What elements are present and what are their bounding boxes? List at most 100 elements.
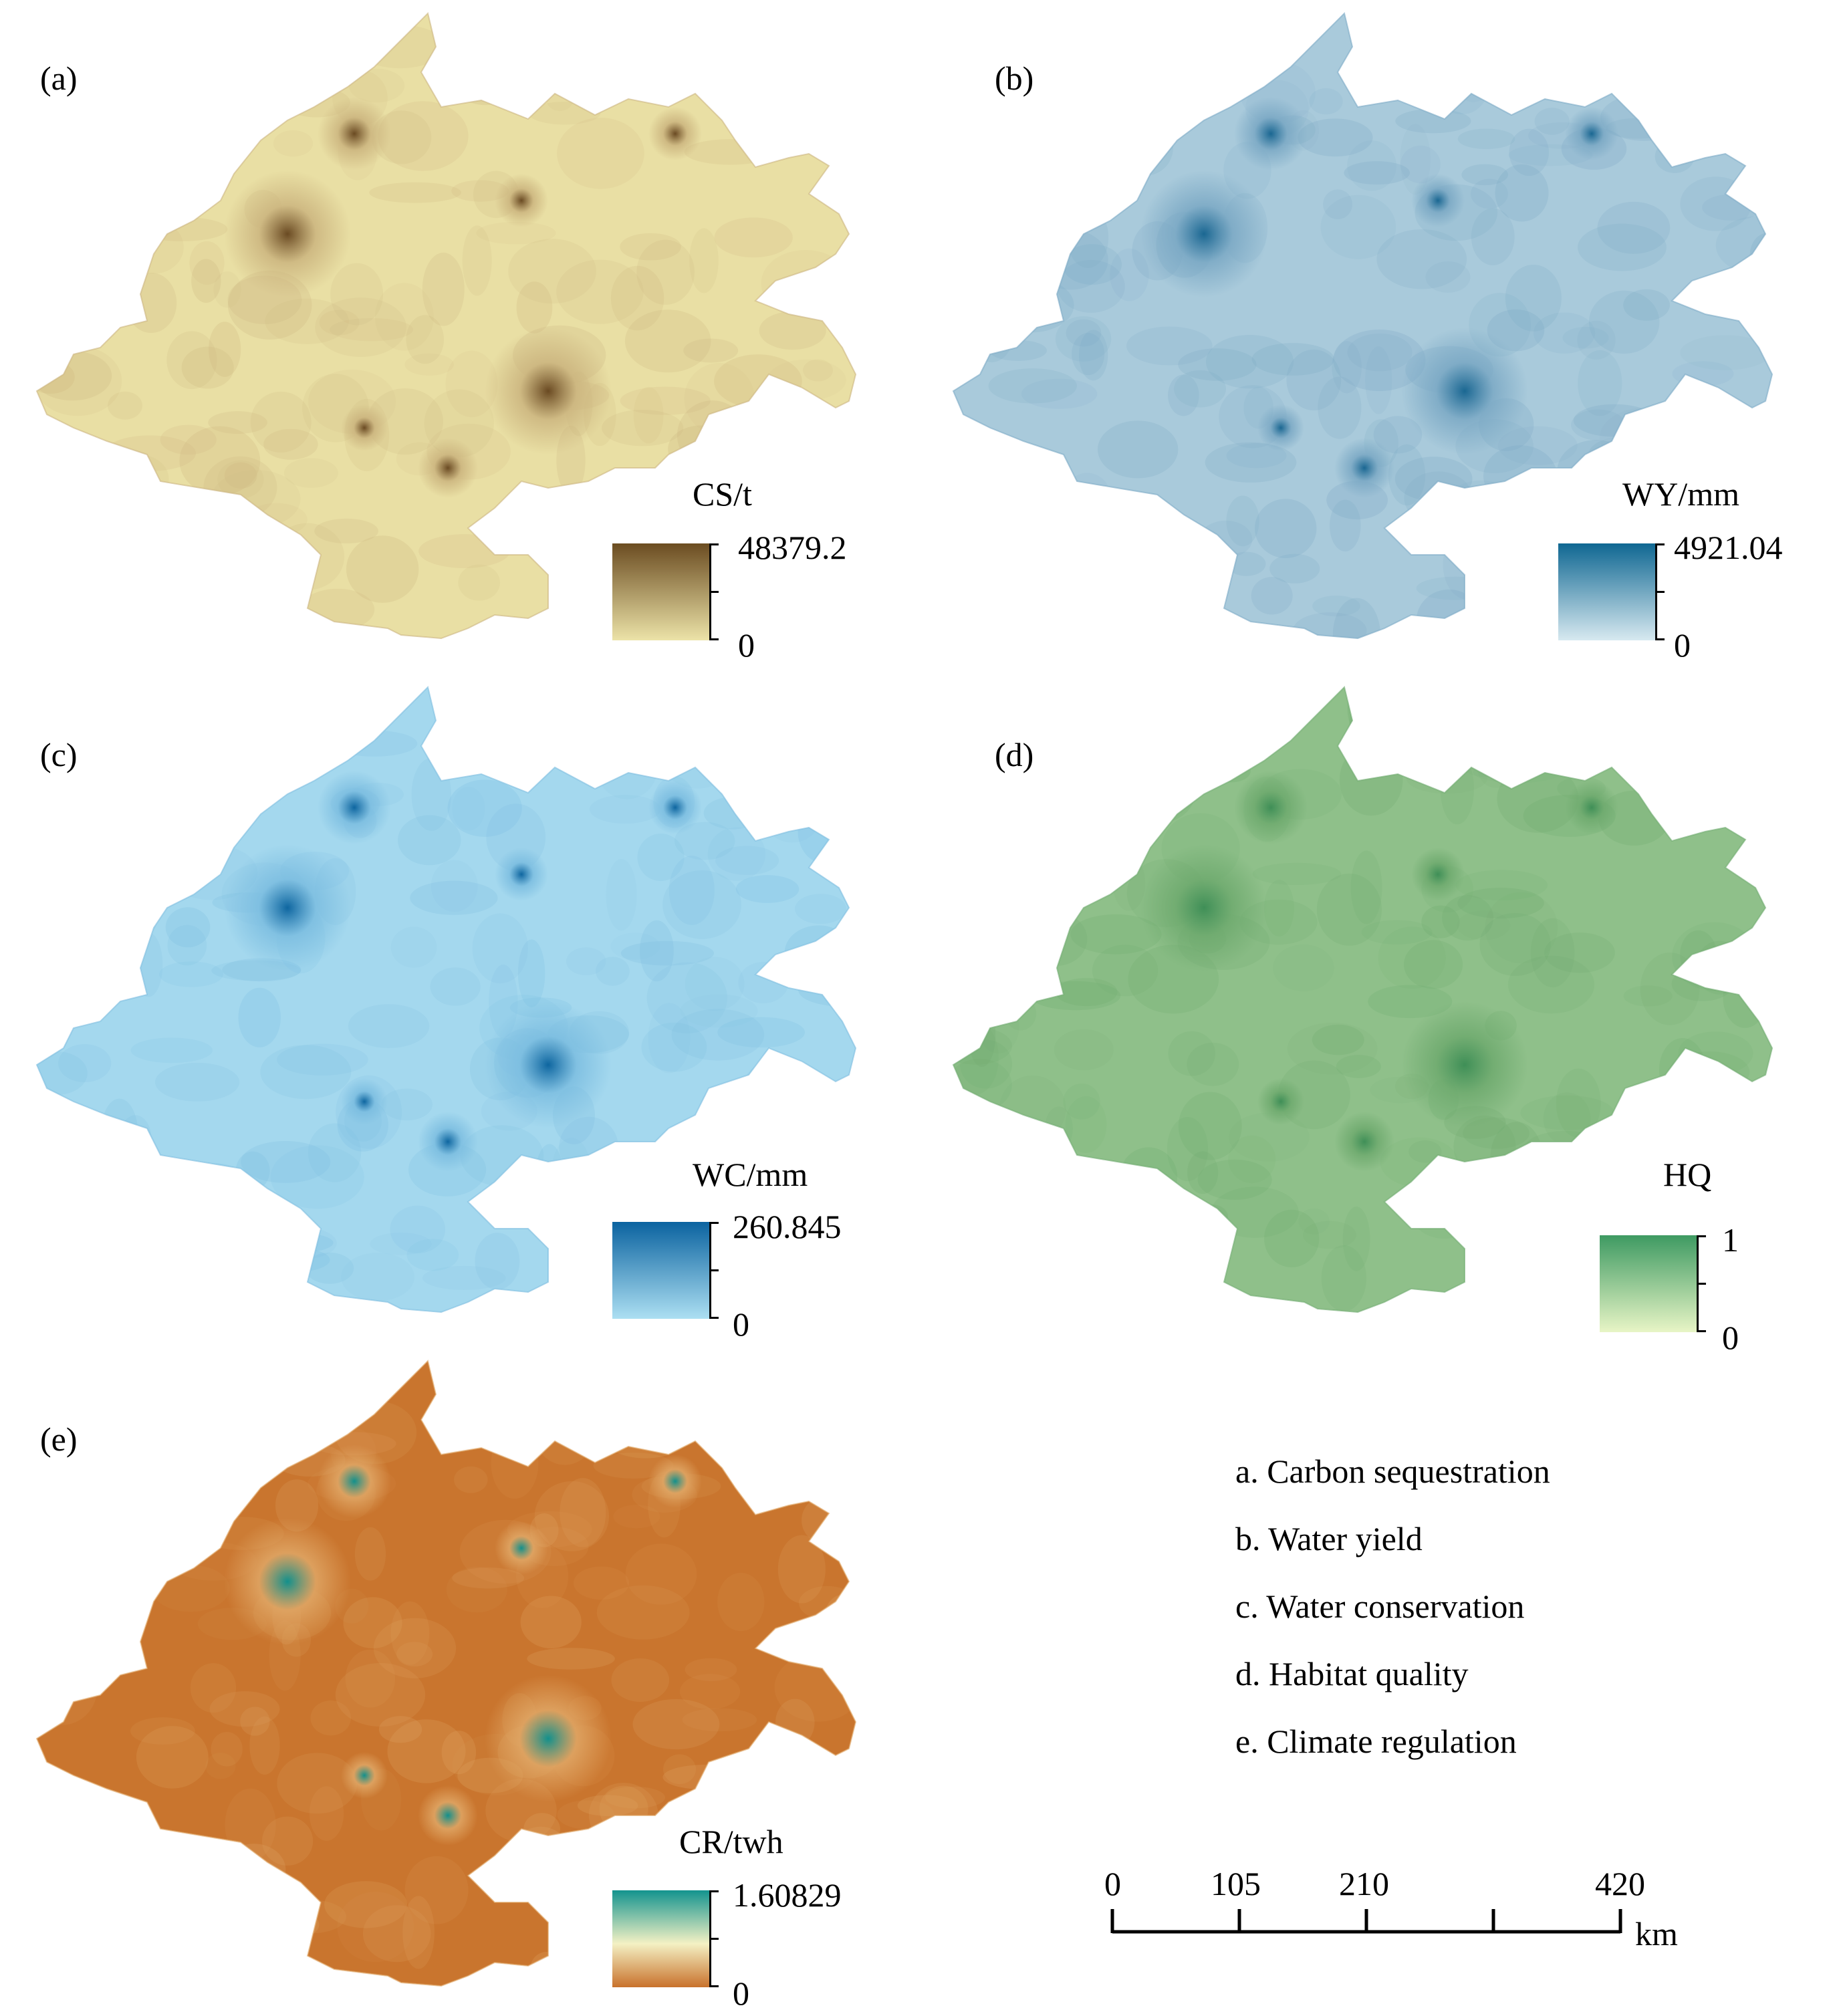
map-hotspot	[1140, 170, 1267, 297]
legend-min-label: 0	[733, 1975, 749, 2012]
map-texture	[641, 1022, 707, 1072]
map-texture	[37, 1581, 111, 1653]
map-texture	[1079, 770, 1142, 839]
service-key-list: a. Carbon sequestration b. Water yield c…	[1235, 1455, 1550, 1792]
panel-a: (a) CS/t 48379.2 0	[0, 0, 916, 674]
map-texture	[560, 1478, 606, 1547]
map-texture	[1564, 716, 1647, 743]
map-texture	[37, 1247, 86, 1299]
map-texture	[736, 111, 780, 149]
panel-label: (e)	[40, 1420, 78, 1458]
map-texture	[1174, 370, 1227, 408]
map-texture	[1105, 1267, 1140, 1288]
ramp-tick	[709, 1938, 719, 1940]
map-texture	[1588, 437, 1649, 474]
map-texture	[335, 1662, 426, 1727]
map-texture	[310, 1700, 352, 1736]
map-texture	[241, 1141, 331, 1183]
map-texture	[150, 1210, 189, 1259]
map-texture	[1286, 349, 1342, 411]
map-texture	[309, 1786, 344, 1841]
map-texture	[277, 1753, 358, 1814]
map-texture	[953, 229, 997, 270]
map-texture	[263, 428, 318, 460]
map-texture	[750, 1457, 830, 1492]
map-texture	[475, 1233, 520, 1290]
map-texture	[818, 691, 856, 741]
map-texture	[1672, 361, 1734, 387]
map-texture	[441, 1731, 477, 1775]
map-texture	[679, 1674, 741, 1710]
map-texture	[1497, 765, 1579, 833]
map-texture	[573, 1566, 630, 1600]
map-texture	[316, 29, 354, 55]
map-hotspot	[1257, 404, 1304, 451]
map-texture	[1457, 887, 1544, 919]
map-texture	[972, 602, 1062, 633]
map-texture	[314, 518, 379, 544]
map-texture	[354, 1527, 386, 1581]
map-hotspot	[495, 174, 548, 227]
map-texture	[1255, 499, 1317, 558]
map-texture	[1028, 592, 1083, 616]
map-texture	[270, 27, 303, 53]
scale-tick-label: 0	[1104, 1865, 1121, 1902]
map-texture	[348, 68, 405, 103]
map-texture	[191, 259, 221, 303]
map-texture	[235, 1151, 270, 1190]
map-texture	[685, 1658, 737, 1682]
map-texture	[516, 281, 553, 334]
map-texture	[188, 121, 215, 158]
map-texture	[1320, 195, 1396, 259]
map-texture	[55, 1557, 132, 1612]
map-texture	[1457, 128, 1515, 150]
map-texture	[743, 1078, 805, 1142]
map-texture	[717, 1572, 765, 1632]
map-texture	[406, 315, 445, 364]
map-texture	[977, 446, 1016, 503]
map-texture	[537, 503, 589, 542]
map-texture	[40, 1136, 78, 1196]
map-hotspot	[485, 328, 612, 455]
map-texture	[1440, 753, 1474, 825]
map-texture	[1479, 912, 1551, 977]
map-texture	[422, 1265, 506, 1290]
map-texture	[1577, 320, 1616, 360]
map-texture	[71, 922, 99, 951]
map-texture	[1019, 864, 1088, 896]
map-texture	[189, 241, 225, 285]
map-texture	[1252, 862, 1342, 886]
map-texture	[263, 584, 304, 638]
map-texture	[37, 1817, 63, 1882]
map-texture	[1530, 918, 1575, 988]
map-water-conservation	[35, 686, 857, 1313]
map-texture	[824, 1912, 856, 1947]
map-texture	[451, 49, 520, 106]
map-texture	[515, 35, 588, 61]
map-hotspot	[1257, 1078, 1304, 1125]
map-texture	[1675, 712, 1762, 769]
map-texture	[1344, 161, 1411, 185]
map-habitat-quality	[952, 686, 1774, 1313]
map-texture	[184, 1248, 259, 1289]
map-texture	[1211, 1186, 1299, 1238]
map-texture	[283, 458, 338, 488]
color-ramp	[612, 543, 709, 640]
map-texture	[1547, 706, 1600, 747]
map-texture	[527, 1648, 615, 1670]
key-item: b. Water yield	[1235, 1520, 1423, 1557]
map-texture	[596, 957, 630, 986]
map-texture	[472, 913, 528, 984]
legend-max-label: 4921.04	[1674, 529, 1783, 566]
map-texture	[953, 1021, 999, 1095]
map-texture	[1497, 426, 1578, 465]
map-texture	[37, 39, 87, 93]
map-texture	[1477, 747, 1515, 788]
map-texture	[1404, 940, 1463, 989]
map-texture	[1323, 189, 1353, 220]
map-texture	[476, 221, 556, 245]
map-texture	[1409, 1140, 1442, 1163]
map-texture	[305, 1252, 354, 1284]
map-texture	[1347, 687, 1380, 738]
map-texture	[1394, 457, 1473, 501]
